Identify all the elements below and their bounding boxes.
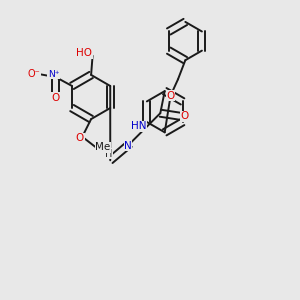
Text: N: N bbox=[124, 141, 132, 151]
Text: O: O bbox=[52, 93, 60, 103]
Text: O: O bbox=[76, 133, 84, 143]
Text: N⁺: N⁺ bbox=[48, 70, 59, 79]
Text: H: H bbox=[105, 149, 112, 159]
Text: O: O bbox=[180, 111, 189, 121]
Text: O⁻: O⁻ bbox=[28, 69, 41, 79]
Text: O: O bbox=[167, 91, 175, 100]
Text: HO: HO bbox=[76, 48, 92, 59]
Text: Me: Me bbox=[95, 142, 110, 152]
Text: HN: HN bbox=[131, 122, 147, 131]
